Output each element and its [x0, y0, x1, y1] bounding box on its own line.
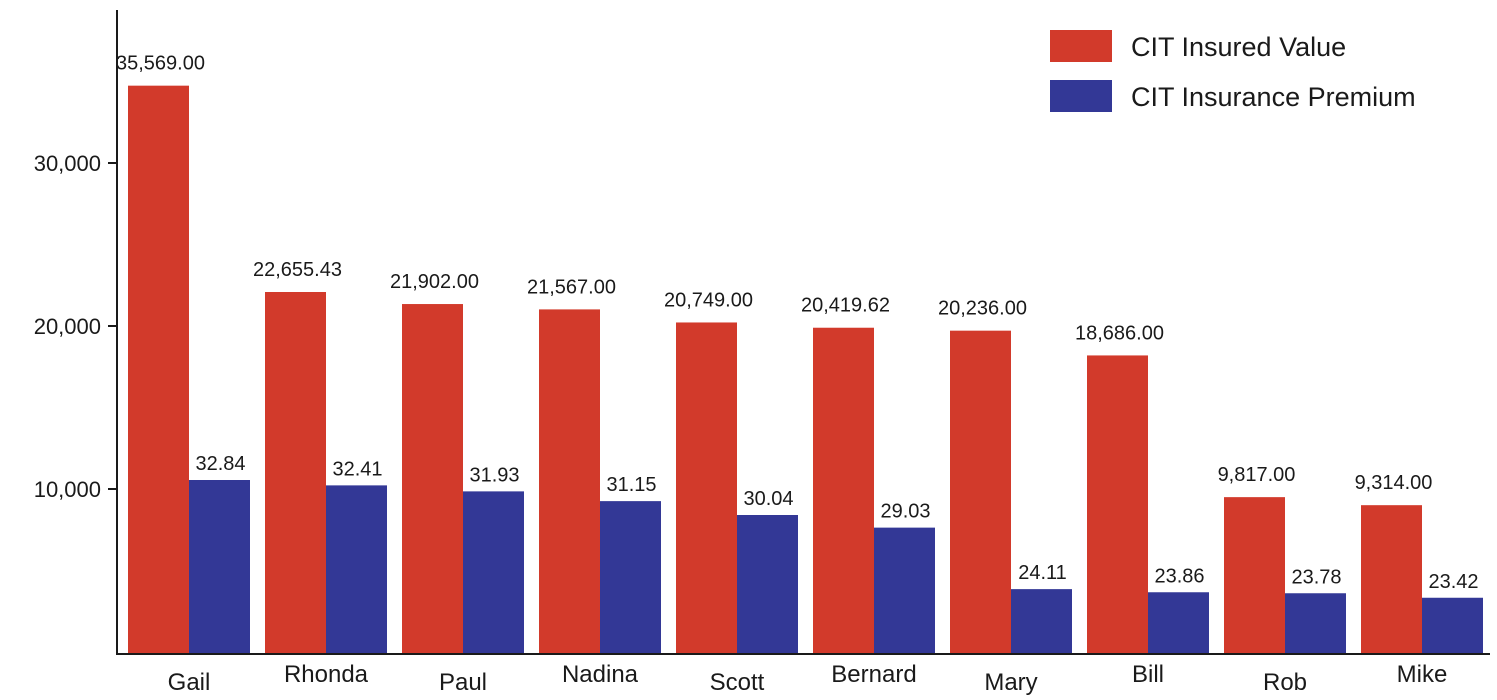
bar-insurance-premium-paul: [463, 491, 524, 654]
x-tick-label: Rob: [1263, 669, 1307, 696]
data-label-insurance-premium: 24.11: [1018, 562, 1067, 584]
x-tick-label: Bill: [1132, 661, 1164, 688]
bar-insured-value-mike: [1361, 505, 1422, 654]
data-label-insurance-premium: 31.93: [469, 464, 519, 486]
x-tick-label: Bernard: [831, 661, 916, 688]
data-label-insurance-premium: 23.42: [1428, 571, 1478, 593]
y-tick-label: 20,000: [34, 314, 101, 339]
data-label-insured-value: 22,655.43: [253, 259, 342, 281]
legend-label-insured-value: CIT Insured Value: [1131, 32, 1346, 62]
data-label-insurance-premium: 23.78: [1291, 566, 1341, 588]
data-label-insured-value: 20,236.00: [938, 298, 1027, 320]
axes-layer: Gail Rhonda Paul Nadina Scott Bernard Mary Bill…: [34, 10, 1490, 696]
bar-insurance-premium-mike: [1422, 597, 1483, 654]
bar-insured-value-rob: [1224, 497, 1285, 654]
y-tick-label: 30,000: [34, 151, 101, 176]
bar-insurance-premium-rob: [1285, 593, 1346, 654]
bar-insurance-premium-scott: [737, 515, 798, 654]
data-label-insurance-premium: 32.84: [195, 453, 245, 475]
bar-insured-value-mary: [950, 330, 1011, 654]
data-label-insured-value: 20,749.00: [664, 289, 753, 311]
x-tick-label: Scott: [710, 669, 765, 696]
x-tick-label: Mike: [1397, 661, 1448, 688]
bar-insurance-premium-bill: [1148, 592, 1209, 654]
data-label-insured-value: 35,569.00: [116, 53, 205, 75]
data-label-insured-value: 9,314.00: [1355, 472, 1433, 494]
data-label-insurance-premium: 29.03: [880, 501, 930, 523]
bar-insured-value-nadina: [539, 309, 600, 654]
data-label-insured-value: 21,567.00: [527, 276, 616, 298]
bar-insured-value-bill: [1087, 355, 1148, 654]
data-label-insurance-premium: 30.04: [743, 488, 793, 510]
x-tick-label: Rhonda: [284, 661, 369, 688]
legend-swatch-insurance-premium: [1050, 80, 1112, 112]
data-label-insured-value: 9,817.00: [1218, 464, 1296, 486]
bar-insurance-premium-mary: [1011, 589, 1072, 654]
data-label-insured-value: 18,686.00: [1075, 322, 1164, 344]
data-label-insurance-premium: 23.86: [1154, 565, 1204, 587]
bar-insurance-premium-rhonda: [326, 485, 387, 654]
bar-insurance-premium-bernard: [874, 527, 935, 654]
bar-insured-value-gail: [128, 85, 189, 655]
bar-insurance-premium-nadina: [600, 501, 661, 654]
bar-insured-value-bernard: [813, 327, 874, 654]
legend: CIT Insured Value CIT Insurance Premium: [1050, 30, 1416, 112]
bar-insured-value-scott: [676, 322, 737, 654]
data-label-insurance-premium: 31.15: [606, 474, 656, 496]
legend-swatch-insured-value: [1050, 30, 1112, 62]
x-tick-label: Paul: [439, 669, 487, 696]
x-tick-label: Nadina: [562, 661, 639, 688]
x-tick-label: Mary: [984, 669, 1037, 696]
bars-layer: [128, 85, 1483, 655]
bar-insured-value-paul: [402, 304, 463, 654]
bar-insurance-premium-gail: [189, 480, 250, 654]
data-label-insurance-premium: 32.41: [332, 458, 382, 480]
bar-insured-value-rhonda: [265, 292, 326, 654]
legend-label-insurance-premium: CIT Insurance Premium: [1131, 82, 1416, 112]
y-tick-label: 10,000: [34, 477, 101, 502]
data-label-insured-value: 21,902.00: [390, 271, 479, 293]
x-tick-label: Gail: [168, 669, 211, 696]
data-label-insured-value: 20,419.62: [801, 295, 890, 317]
data-labels-layer: 35,569.00 32.84 22,655.43 32.41 21,902.00 31.…: [116, 53, 1479, 593]
